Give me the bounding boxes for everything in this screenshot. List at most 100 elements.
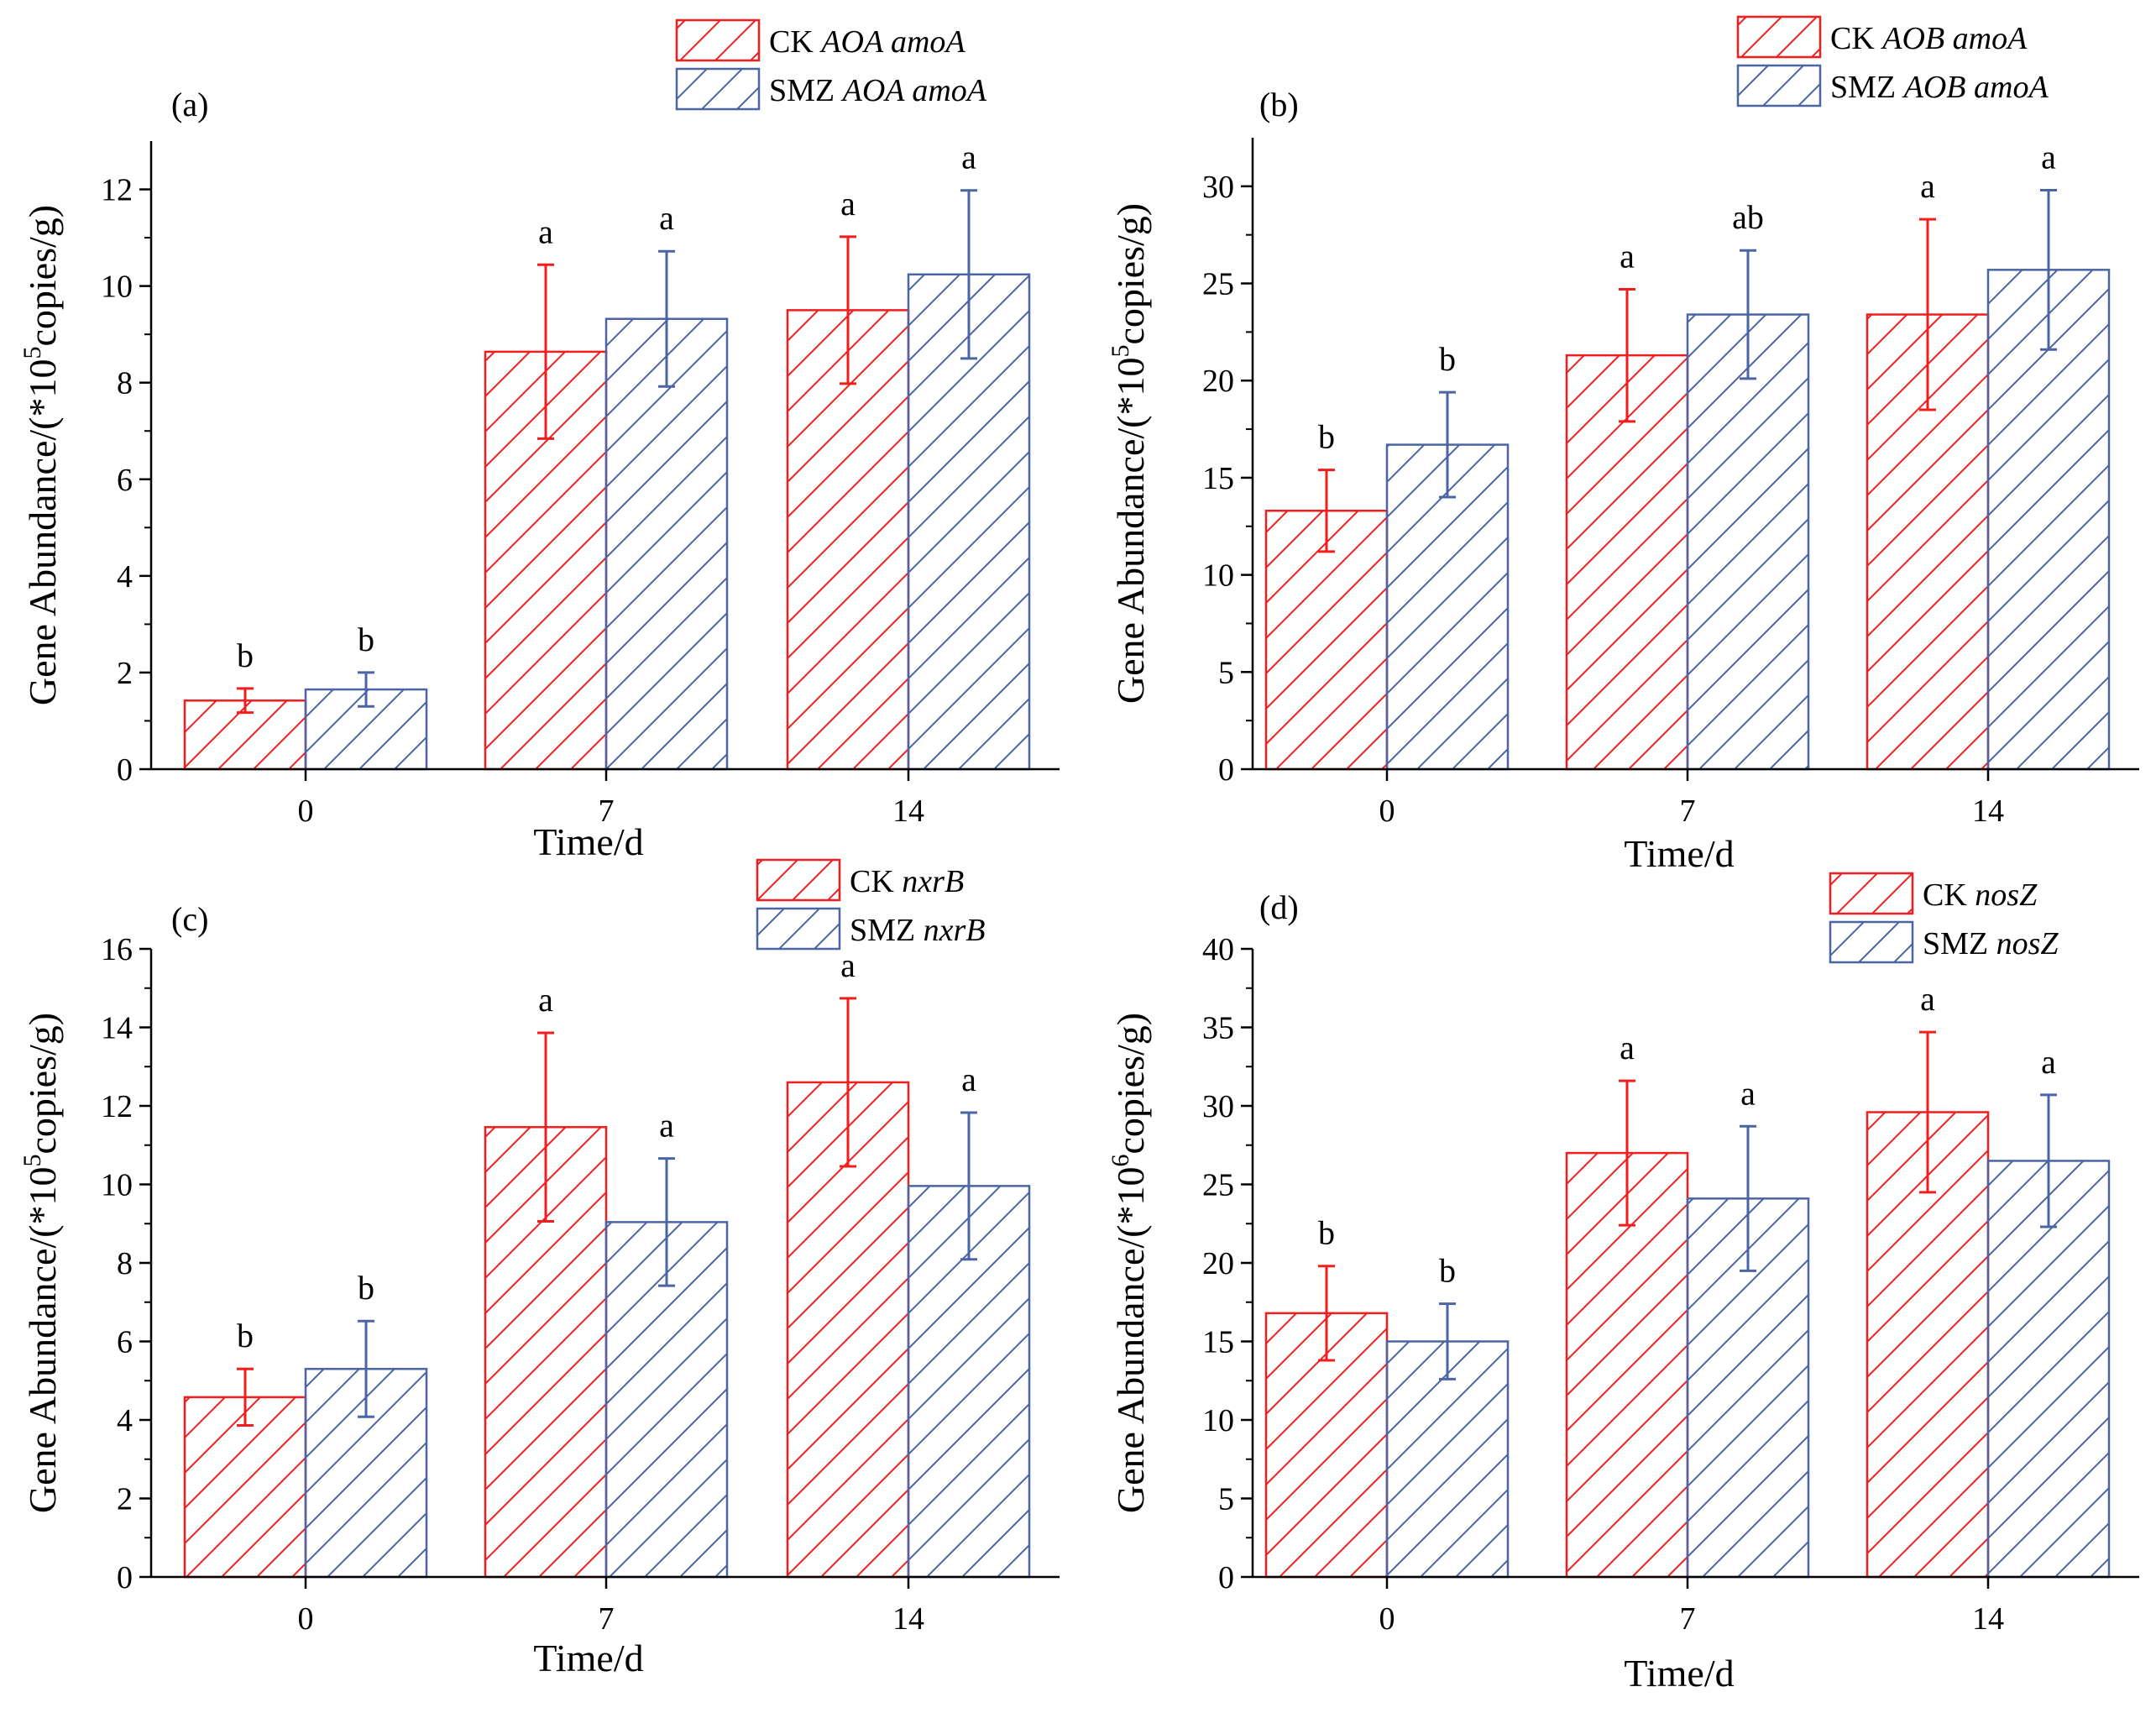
significance-label-ck-14: a	[840, 185, 856, 223]
y-tick-label: 14	[101, 1011, 133, 1046]
y-tick-label: 12	[101, 1089, 133, 1124]
error-bar-smz-7	[1740, 249, 1756, 380]
bar-ck-0	[1264, 510, 1389, 771]
legend-label-italic: AOB amoA	[1880, 21, 2028, 56]
chart-panel-4: b a a b a a 0 5 10 15 20 25 30 35 40 0 7 14 Time/d Gene Abu…	[1107, 872, 2139, 1695]
x-tick-label: 7	[1680, 1601, 1696, 1637]
error-bar-ck-14	[840, 235, 856, 385]
legend-swatch-smz	[1829, 920, 1914, 964]
y-tick-label: 2	[117, 1482, 133, 1517]
significance-label-smz-0: b	[358, 621, 374, 658]
significance-label-ck-0: b	[1318, 418, 1335, 456]
significance-label-smz-7: a	[1740, 1074, 1756, 1112]
y-tick-label: 15	[1202, 1325, 1234, 1360]
error-bar-ck-7	[1619, 287, 1635, 423]
significance-label-ck-14: a	[1920, 980, 1935, 1018]
bar-smz-7	[604, 317, 729, 771]
chart-panel-1: b a a b a a 0 2 4 6 8 10 12 0 7 14 Time/d Gene Abundance/…	[18, 18, 1060, 863]
y-axis-title-exponent: 5	[18, 347, 46, 359]
y-tick-label: 8	[117, 1246, 133, 1281]
error-bar-smz-0	[1439, 1302, 1456, 1380]
panel-label: (a)	[171, 86, 208, 123]
y-tick-label: 10	[101, 270, 133, 305]
y-axis-title: Gene Abundance/(*105copies/g)	[1107, 203, 1152, 704]
bar-smz-0	[304, 688, 428, 771]
legend-label-ck: CK nosZ	[1923, 877, 2038, 913]
y-axis-title-exponent: 6	[1107, 1155, 1134, 1167]
legend-swatch-ck	[1829, 872, 1914, 915]
error-bar-smz-14	[960, 189, 977, 360]
y-tick-label: 5	[1218, 655, 1234, 690]
y-tick-label: 40	[1202, 932, 1234, 967]
x-axis-title: Time/d	[1624, 832, 1734, 875]
bar-smz-14	[1986, 269, 2111, 771]
y-tick-label: 5	[1218, 1482, 1234, 1517]
legend-label-italic: AOA amoA	[840, 73, 987, 108]
y-axis-title-prefix: Gene Abundance/(*10	[21, 359, 64, 706]
panel-label: (d)	[1259, 888, 1299, 926]
y-tick-label: 12	[101, 173, 133, 208]
significance-label-smz-7: a	[659, 1107, 674, 1145]
legend-label-ck: CK AOA amoA	[769, 24, 965, 60]
y-axis-title: Gene Abundance/(*105copies/g)	[18, 205, 64, 705]
significance-label-ck-7: a	[538, 212, 553, 250]
legend-label-plain: CK	[1923, 877, 1975, 913]
significance-label-smz-7: ab	[1732, 198, 1764, 236]
significance-label-smz-14: a	[2041, 138, 2056, 175]
error-bar-ck-14	[1919, 1030, 1936, 1194]
y-tick-label: 2	[117, 656, 133, 691]
significance-label-ck-0: b	[237, 636, 254, 674]
y-tick-label: 0	[117, 1560, 133, 1595]
y-axis-title-suffix: copies/g)	[21, 1013, 64, 1155]
error-bar-smz-0	[1439, 390, 1456, 499]
panel-label: (c)	[171, 900, 208, 938]
legend-label-plain: CK	[1830, 21, 1882, 56]
error-bar-ck-7	[1619, 1079, 1635, 1227]
significance-label-ck-0: b	[1318, 1214, 1335, 1252]
x-tick-label: 0	[1379, 1601, 1395, 1637]
legend-label-plain: CK	[850, 864, 902, 899]
y-axis-title-prefix: Gene Abundance/(*10	[1109, 1167, 1152, 1514]
x-tick-label: 14	[1972, 794, 2004, 829]
error-bar-ck-14	[1919, 217, 1936, 411]
legend-label-italic: nxrB	[924, 913, 986, 948]
y-tick-label: 35	[1202, 1011, 1234, 1046]
significance-label-smz-7: a	[659, 199, 674, 237]
error-bar-smz-0	[358, 671, 374, 708]
legend-swatch-smz	[675, 67, 761, 111]
y-tick-label: 0	[117, 752, 133, 788]
legend-label-italic: AOA amoA	[819, 24, 965, 60]
y-tick-label: 30	[1202, 1089, 1234, 1124]
significance-label-ck-14: a	[1920, 167, 1935, 205]
y-axis-title-prefix: Gene Abundance/(*10	[1109, 358, 1152, 705]
x-tick-label: 0	[298, 794, 314, 829]
legend-swatch-smz	[756, 907, 841, 951]
y-tick-label: 8	[117, 366, 133, 401]
x-axis-title: Time/d	[533, 1637, 643, 1679]
y-tick-label: 4	[117, 559, 133, 595]
error-bar-smz-7	[658, 1157, 675, 1287]
x-axis-title: Time/d	[533, 820, 643, 863]
y-tick-label: 0	[1218, 1560, 1234, 1595]
legend-label-smz: SMZ nxrB	[850, 913, 986, 948]
y-axis-title: Gene Abundance/(*106copies/g)	[1107, 1013, 1152, 1513]
y-tick-label: 30	[1202, 170, 1234, 205]
y-tick-label: 20	[1202, 364, 1234, 399]
chart-panel-3: b a a b a a 0 2 4 6 8 10 12 14 16 0 7 14 Time/d Gene Abunda…	[18, 858, 1060, 1679]
significance-label-smz-14: a	[2041, 1043, 2056, 1081]
y-tick-label: 25	[1202, 1168, 1234, 1203]
legend-label-plain: SMZ	[769, 73, 843, 108]
legend-label-plain: SMZ	[1923, 926, 1996, 961]
error-bar-smz-14	[2040, 1093, 2057, 1228]
y-axis-title-suffix: copies/g)	[1109, 1013, 1152, 1155]
panel-label: (b)	[1259, 86, 1299, 123]
y-axis-title-exponent: 5	[1107, 345, 1134, 358]
error-bar-ck-14	[840, 997, 856, 1168]
legend-swatch-ck	[675, 18, 761, 62]
x-tick-label: 7	[599, 1601, 615, 1637]
legend-label-plain: CK	[769, 24, 821, 60]
legend-label-smz: SMZ AOB amoA	[1830, 70, 2049, 105]
bar-smz-7	[1686, 313, 1810, 771]
y-tick-label: 10	[1202, 558, 1234, 594]
